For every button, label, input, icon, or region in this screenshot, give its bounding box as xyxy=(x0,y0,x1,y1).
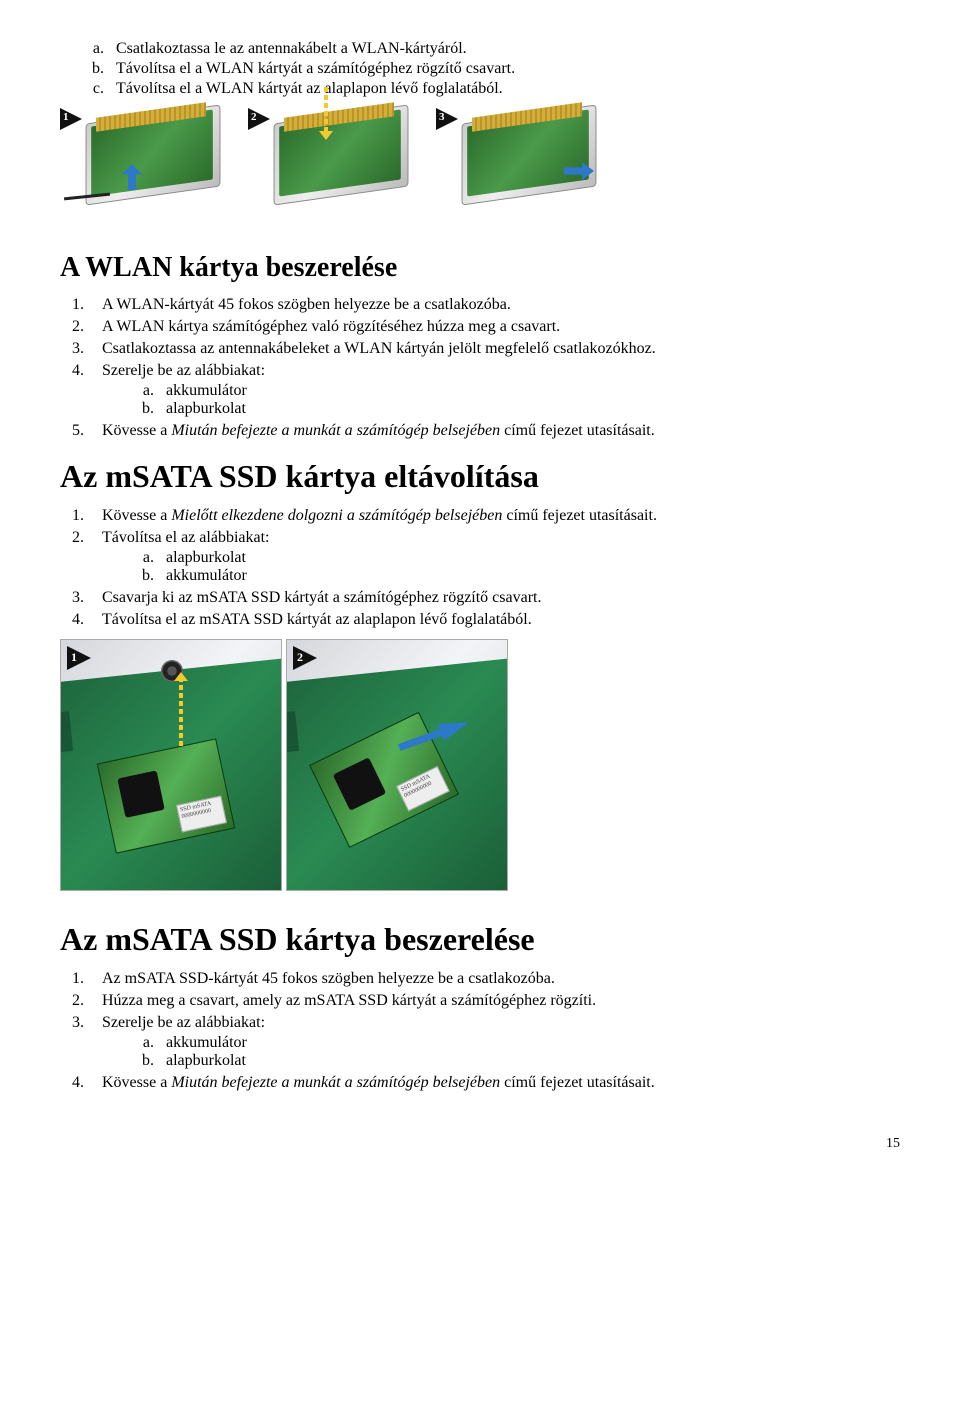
heading-msata-install: Az mSATA SSD kártya beszerelése xyxy=(60,921,900,958)
heading-msata-remove: Az mSATA SSD kártya eltávolítása xyxy=(60,458,900,495)
sub-item: alapburkolat xyxy=(158,400,900,418)
step-text: Kövesse a xyxy=(102,422,171,439)
step-text: című fejezet utasításait. xyxy=(500,422,655,439)
sub-list: akkumulátor alapburkolat xyxy=(102,1034,900,1070)
figure-msata-removal: 1 SSD mSATA 0000000000 2 SSD mSATA 00000… xyxy=(60,639,900,891)
sub-item: akkumulátor xyxy=(158,1034,900,1052)
sub-item: alapburkolat xyxy=(158,1052,900,1070)
wlan-diagram-2: 2 xyxy=(248,108,418,228)
step: Húzza meg a csavart, amely az mSATA SSD … xyxy=(88,992,900,1010)
step: Kövesse a Miután befejezte a munkát a sz… xyxy=(88,422,900,440)
step-badge-icon: 2 xyxy=(248,108,270,130)
step: Távolítsa el az alábbiakat: alapburkolat… xyxy=(88,529,900,585)
intro-item-c: Távolítsa el a WLAN kártyát az alaplapon… xyxy=(108,80,900,98)
page-number: 15 xyxy=(60,1136,900,1152)
pcb-illustration xyxy=(458,114,598,204)
step-badge-icon: 1 xyxy=(67,646,91,670)
step-italic: Mielőtt elkezdene dolgozni a számítógép … xyxy=(171,507,502,524)
step: A WLAN kártya számítógéphez való rögzíté… xyxy=(88,318,900,336)
sub-list: akkumulátor alapburkolat xyxy=(102,382,900,418)
msata-install-steps: Az mSATA SSD-kártyát 45 fokos szögben he… xyxy=(60,970,900,1092)
pcb-illustration xyxy=(270,114,410,204)
step-italic: Miután befejezte a munkát a számítógép b… xyxy=(171,422,500,439)
step-text: Kövesse a xyxy=(102,507,171,524)
step-badge-icon: 2 xyxy=(293,646,317,670)
arrow-vertical-icon xyxy=(324,84,328,132)
step: Távolítsa el az mSATA SSD kártyát az ala… xyxy=(88,611,900,629)
step-badge-number: 3 xyxy=(439,111,445,123)
wlan-install-steps: A WLAN-kártyát 45 fokos szögben helyezze… xyxy=(60,296,900,440)
step: Csavarja ki az mSATA SSD kártyát a számí… xyxy=(88,589,900,607)
sub-item: akkumulátor xyxy=(158,567,900,585)
sub-item: akkumulátor xyxy=(158,382,900,400)
step-badge-number: 2 xyxy=(297,650,303,665)
step-text: című fejezet utasításait. xyxy=(502,507,657,524)
intro-item-a: Csatlakoztassa le az antennakábelt a WLA… xyxy=(108,40,900,58)
sub-list: alapburkolat akkumulátor xyxy=(102,549,900,585)
step: Szerelje be az alábbiakat: akkumulátor a… xyxy=(88,1014,900,1070)
step-lead: Távolítsa el az alábbiakat: xyxy=(102,529,269,546)
step: Az mSATA SSD-kártyát 45 fokos szögben he… xyxy=(88,970,900,988)
step: A WLAN-kártyát 45 fokos szögben helyezze… xyxy=(88,296,900,314)
wlan-diagram-3: 3 xyxy=(436,108,606,228)
step-badge-number: 1 xyxy=(71,650,77,665)
step-text: Kövesse a xyxy=(102,1074,171,1091)
step-badge-number: 2 xyxy=(251,111,257,123)
intro-alpha-list: Csatlakoztassa le az antennakábelt a WLA… xyxy=(60,40,900,98)
step-text: című fejezet utasításait. xyxy=(500,1074,655,1091)
msata-diagram-2: 2 SSD mSATA 0000000000 xyxy=(286,639,508,891)
msata-diagram-1: 1 SSD mSATA 0000000000 xyxy=(60,639,282,891)
pcb-illustration xyxy=(82,114,222,204)
wlan-diagram-1: 1 xyxy=(60,108,230,228)
step-badge-number: 1 xyxy=(63,111,69,123)
figure-wlan-removal: 1 2 3 xyxy=(60,108,900,228)
step-italic: Miután befejezte a munkát a számítógép b… xyxy=(171,1074,500,1091)
sub-item: alapburkolat xyxy=(158,549,900,567)
step: Kövesse a Mielőtt elkezdene dolgozni a s… xyxy=(88,507,900,525)
step: Kövesse a Miután befejezte a munkát a sz… xyxy=(88,1074,900,1092)
arrow-vertical-icon xyxy=(179,680,183,746)
step-lead: Szerelje be az alábbiakat: xyxy=(102,362,265,379)
heading-wlan-install: A WLAN kártya beszerelése xyxy=(60,252,900,284)
msata-remove-steps: Kövesse a Mielőtt elkezdene dolgozni a s… xyxy=(60,507,900,629)
step-lead: Szerelje be az alábbiakat: xyxy=(102,1014,265,1031)
intro-item-b: Távolítsa el a WLAN kártyát a számítógép… xyxy=(108,60,900,78)
step: Csatlakoztassa az antennakábeleket a WLA… xyxy=(88,340,900,358)
step-badge-icon: 1 xyxy=(60,108,82,130)
step-badge-icon: 3 xyxy=(436,108,458,130)
step: Szerelje be az alábbiakat: akkumulátor a… xyxy=(88,362,900,418)
